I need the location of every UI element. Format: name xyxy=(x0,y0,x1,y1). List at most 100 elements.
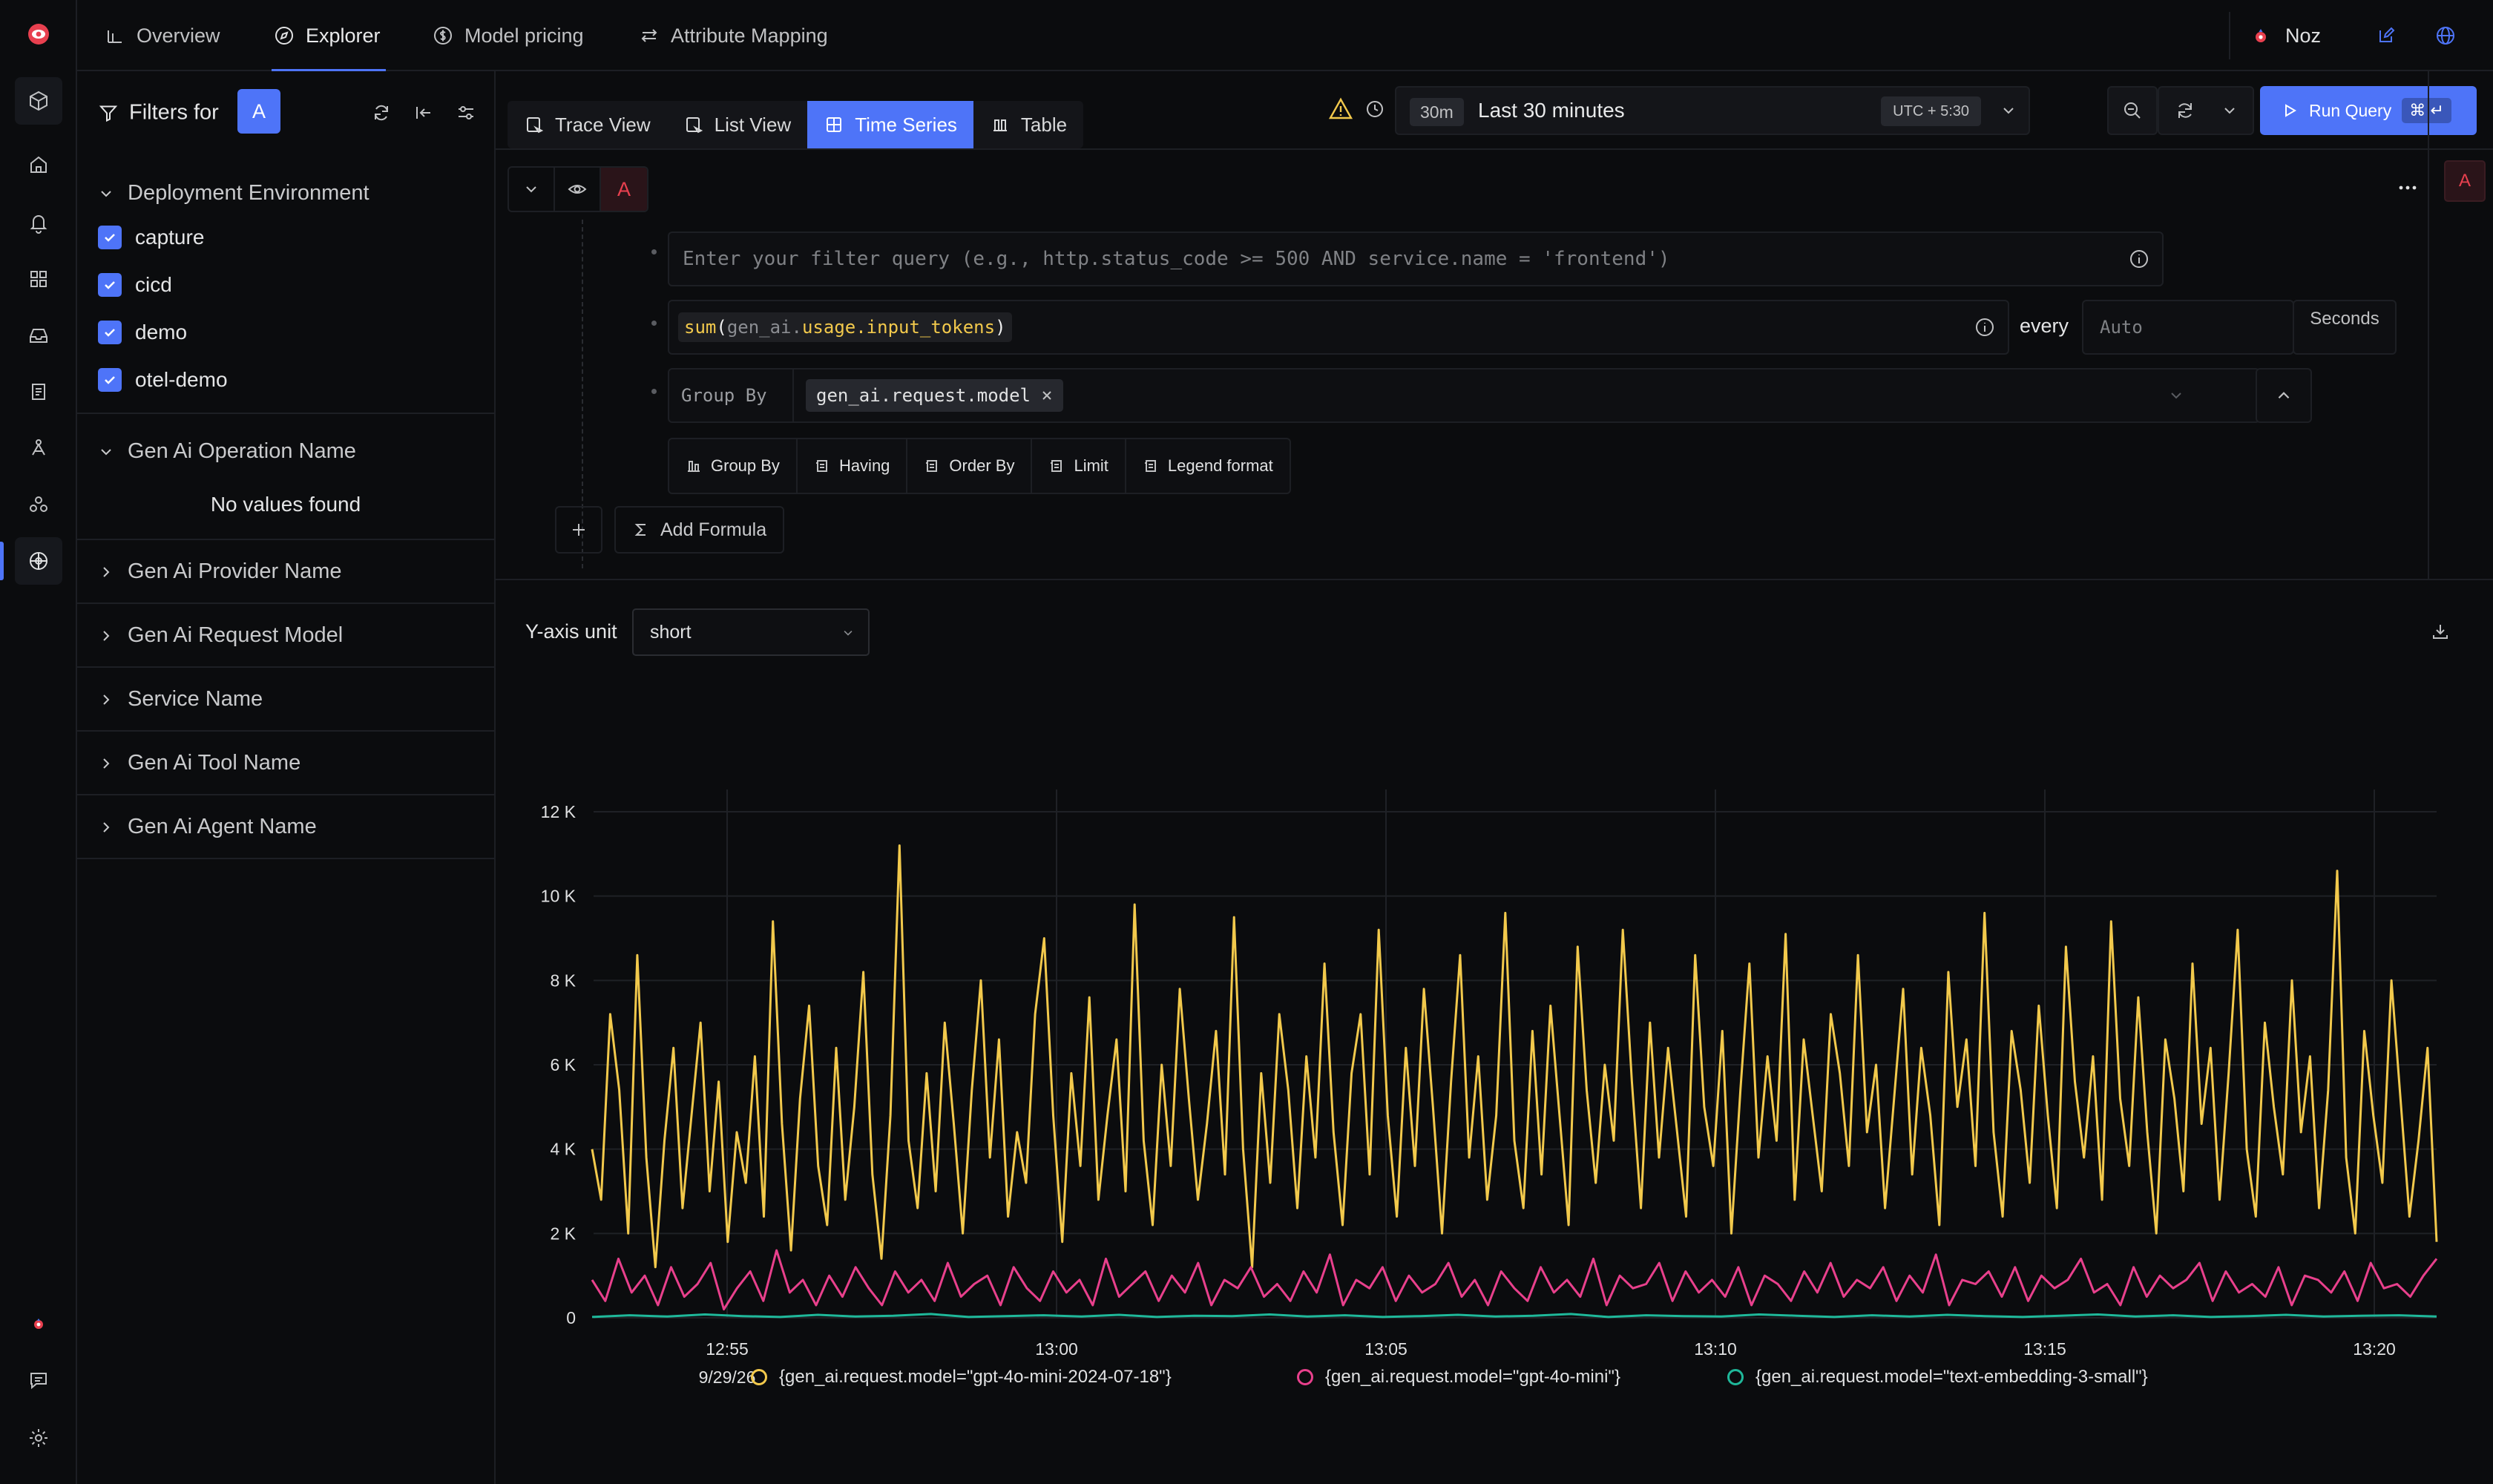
filter-section-gen-ai-agent-name[interactable]: Gen Ai Agent Name xyxy=(77,795,494,859)
download-icon[interactable] xyxy=(2429,620,2451,643)
filter-section-header[interactable]: Service Name xyxy=(98,687,263,712)
home-icon[interactable] xyxy=(15,141,62,188)
trace-view-icon xyxy=(527,117,544,134)
option-legend-format[interactable]: Legend format xyxy=(1126,439,1290,493)
order-by-icon xyxy=(926,460,938,472)
option-having[interactable]: Having xyxy=(798,439,908,493)
checkbox-checked-icon[interactable] xyxy=(98,321,122,344)
refresh-dropdown-button[interactable] xyxy=(2158,86,2254,135)
filter-section-service-name[interactable]: Service Name xyxy=(77,668,494,732)
app-logo-icon[interactable] xyxy=(15,10,62,58)
tab-overview[interactable]: Overview xyxy=(104,0,220,71)
bell-icon[interactable] xyxy=(15,199,62,246)
zoom-out-button[interactable] xyxy=(2107,86,2158,135)
alert-logo-icon[interactable] xyxy=(15,1300,62,1347)
tab-trace-view[interactable]: Trace View xyxy=(508,101,667,148)
y-axis-unit-select[interactable]: short xyxy=(632,608,870,656)
legend-item-gpt-4o-mini[interactable]: {gen_ai.request.model="gpt-4o-mini"} xyxy=(1297,1367,1620,1388)
info-icon[interactable] xyxy=(1974,316,1996,338)
tab-table[interactable]: Table xyxy=(973,101,1083,148)
cube-icon[interactable] xyxy=(15,77,62,125)
x-tick-label: 13:20 xyxy=(2353,1339,2396,1359)
time-range-picker[interactable]: 30m Last 30 minutes UTC + 5:30 xyxy=(1395,86,2030,135)
filter-section-header[interactable]: Deployment Environment xyxy=(98,181,369,206)
filter-section-header[interactable]: Gen Ai Operation Name xyxy=(98,439,356,464)
user-menu[interactable]: Noz xyxy=(2229,12,2348,59)
tab-time-series[interactable]: Time Series xyxy=(807,101,973,148)
traces-icon[interactable] xyxy=(15,424,62,472)
filter-value-capture[interactable]: capture xyxy=(98,226,204,249)
filter-section-gen-ai-request-model[interactable]: Gen Ai Request Model xyxy=(77,604,494,668)
legend-item-gpt-4o-mini-2024-07-18[interactable]: {gen_ai.request.model="gpt-4o-mini-2024-… xyxy=(751,1367,1172,1388)
step-placeholder: Auto xyxy=(2100,317,2143,338)
aggregation-input[interactable]: sum(gen_ai.usage.input_tokens) xyxy=(668,300,2009,355)
option-limit[interactable]: Limit xyxy=(1032,439,1126,493)
eye-icon[interactable] xyxy=(555,168,601,211)
filter-section-title: Gen Ai Provider Name xyxy=(128,559,342,583)
logs-icon[interactable] xyxy=(15,368,62,416)
filter-query-chip[interactable]: A xyxy=(237,89,280,134)
x-tick-label: 13:15 xyxy=(2023,1339,2066,1359)
query-A-shortcut[interactable]: A xyxy=(2444,160,2486,202)
chevron-down-icon[interactable] xyxy=(509,168,555,211)
filter-section-header[interactable]: Gen Ai Tool Name xyxy=(98,751,300,775)
option-order-by[interactable]: Order By xyxy=(907,439,1033,493)
legend-label: {gen_ai.request.model="gpt-4o-mini-2024-… xyxy=(779,1367,1172,1387)
legend-item-text-embedding-3-small[interactable]: {gen_ai.request.model="text-embedding-3-… xyxy=(1727,1367,2148,1388)
app-icon-rail xyxy=(0,0,77,1484)
chevron-down-icon xyxy=(844,630,853,636)
llm-observability-icon[interactable] xyxy=(15,537,62,585)
bar-chart-icon xyxy=(108,30,122,43)
inbox-icon[interactable] xyxy=(15,312,62,359)
more-options-icon[interactable] xyxy=(2395,175,2420,200)
tab-label: Explorer xyxy=(306,24,381,47)
chevron-down-icon[interactable] xyxy=(2168,387,2184,404)
refresh-icon[interactable] xyxy=(367,98,396,128)
timezone-badge[interactable]: UTC + 5:30 xyxy=(1881,96,1981,126)
sliders-icon[interactable] xyxy=(451,98,481,128)
tab-label: Model pricing xyxy=(464,24,584,47)
step-interval-input[interactable]: Auto xyxy=(2082,300,2294,355)
checkbox-checked-icon[interactable] xyxy=(98,273,122,297)
dashboard-grid-icon[interactable] xyxy=(15,255,62,303)
aggregation-expression: sum(gen_ai.usage.input_tokens) xyxy=(678,312,1012,342)
run-query-button[interactable]: Run Query ⌘ ↵ xyxy=(2260,86,2477,135)
info-icon[interactable] xyxy=(2128,248,2150,270)
filter-value-otel-demo[interactable]: otel-demo xyxy=(98,368,228,392)
chevron-right-icon xyxy=(103,694,110,705)
filters-sidebar: Filters for A Deployment Environment cap… xyxy=(77,71,496,1484)
tab-explorer[interactable]: Explorer xyxy=(273,0,381,71)
add-query-button[interactable] xyxy=(555,506,602,554)
checkbox-checked-icon[interactable] xyxy=(98,368,122,392)
filter-value-cicd[interactable]: cicd xyxy=(98,273,172,297)
time-series-chart[interactable]: 0 2 K 4 K 6 K 8 K 10 K 12 K 12:55 9/29/26 13:00 13… xyxy=(496,724,2493,1407)
integrations-icon[interactable] xyxy=(15,481,62,528)
filter-value-demo[interactable]: demo xyxy=(98,321,187,344)
collapse-left-icon[interactable] xyxy=(408,98,438,128)
filter-section-gen-ai-provider-name[interactable]: Gen Ai Provider Name xyxy=(77,540,494,604)
warning-icon[interactable] xyxy=(1328,96,1358,126)
option-label: Legend format xyxy=(1167,456,1273,475)
add-formula-button[interactable]: Add Formula xyxy=(614,506,785,554)
close-icon[interactable] xyxy=(1041,390,1053,401)
tab-attribute-mapping[interactable]: Attribute Mapping xyxy=(638,0,828,71)
chevron-down-icon[interactable] xyxy=(2000,102,2017,119)
query-name-badge[interactable]: A xyxy=(601,168,647,211)
collapse-options-button[interactable] xyxy=(2256,368,2312,423)
filter-section-header[interactable]: Gen Ai Agent Name xyxy=(98,815,317,839)
filter-query-input[interactable]: Enter your filter query (e.g., http.stat… xyxy=(668,232,2164,286)
option-group-by[interactable]: Group By xyxy=(669,439,798,493)
filter-section-header[interactable]: Gen Ai Request Model xyxy=(98,623,343,648)
globe-icon[interactable] xyxy=(2431,21,2460,50)
group-by-chip[interactable]: gen_ai.request.model xyxy=(806,379,1063,412)
tab-list-view[interactable]: List View xyxy=(667,101,808,148)
edit-icon[interactable] xyxy=(2371,21,2401,50)
filter-section-header[interactable]: Gen Ai Provider Name xyxy=(98,559,342,584)
filter-section-gen-ai-tool-name[interactable]: Gen Ai Tool Name xyxy=(77,732,494,795)
checkbox-checked-icon[interactable] xyxy=(98,226,122,249)
settings-gear-icon[interactable] xyxy=(15,1414,62,1462)
tab-model-pricing[interactable]: Model pricing xyxy=(432,0,584,71)
view-switcher: Trace View List View Time Series Table xyxy=(508,101,1084,148)
x-tick-label: 12:55 xyxy=(706,1339,749,1359)
chat-icon[interactable] xyxy=(15,1356,62,1404)
